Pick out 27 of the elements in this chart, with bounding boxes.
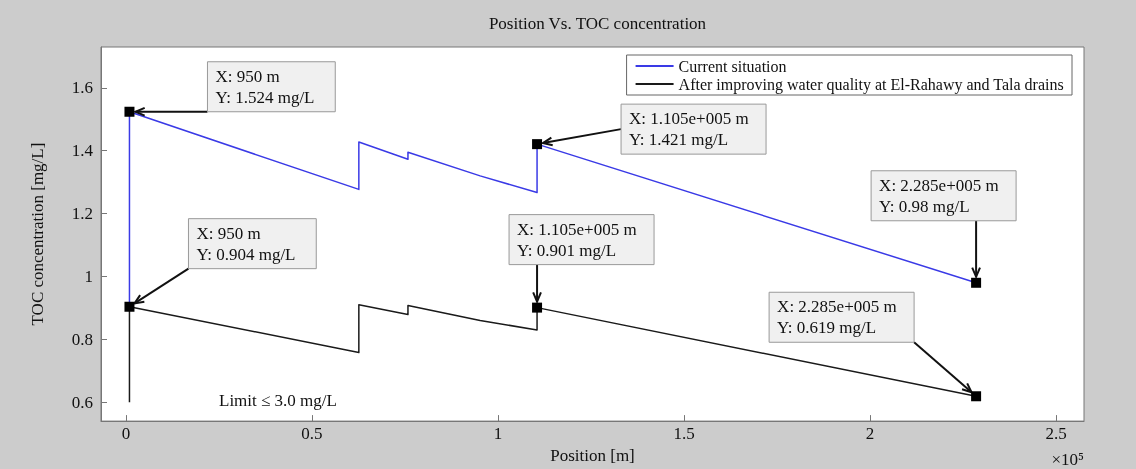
- chart-title: Position Vs. TOC concentration: [488, 14, 707, 33]
- y-tick-label: 0.6: [71, 392, 93, 412]
- x-tick-label: 0: [121, 424, 131, 444]
- annotation: X: 2.285e+005 m Y: 0.619 mg/L: [777, 297, 897, 338]
- point: [532, 302, 543, 313]
- x-axis-title: Position [m]: [550, 446, 635, 465]
- y-axis-title: TOC concentration [mg/L]: [28, 142, 47, 326]
- y-tick-label: 1: [84, 266, 93, 286]
- annotation: X: 1.105e+005 m Y: 1.421 mg/L: [629, 109, 749, 150]
- text: ×10⁵: [1051, 449, 1085, 469]
- annotation: X: 950 m Y: 0.904 mg/L: [196, 223, 296, 264]
- annotation: Limit ≤ 3.0 mg/L: [219, 390, 337, 410]
- x-tick-label: 0.5: [301, 424, 323, 444]
- y-tick-label: 1.2: [71, 204, 93, 224]
- x-tick-label: 2: [865, 424, 875, 444]
- x-tick-label: 2.5: [1045, 424, 1067, 444]
- x-tick-label: 1.5: [673, 424, 695, 444]
- legend-label: After improving water quality at El-Rahawy and Tala drains: [678, 75, 1064, 94]
- y-tick-label: 1.6: [71, 78, 93, 98]
- annotation: X: 950 m Y: 1.524 mg/L: [215, 66, 315, 107]
- legend-label: Current situation: [678, 57, 787, 75]
- point: [971, 391, 982, 402]
- annotation: X: 2.285e+005 m Y: 0.98 mg/L: [879, 175, 999, 216]
- y-tick-label: 0.8: [71, 329, 93, 349]
- annotation: X: 1.105e+005 m Y: 0.901 mg/L: [517, 219, 637, 260]
- y-tick-label: 1.4: [71, 141, 94, 161]
- x-tick-label: 1: [493, 424, 503, 444]
